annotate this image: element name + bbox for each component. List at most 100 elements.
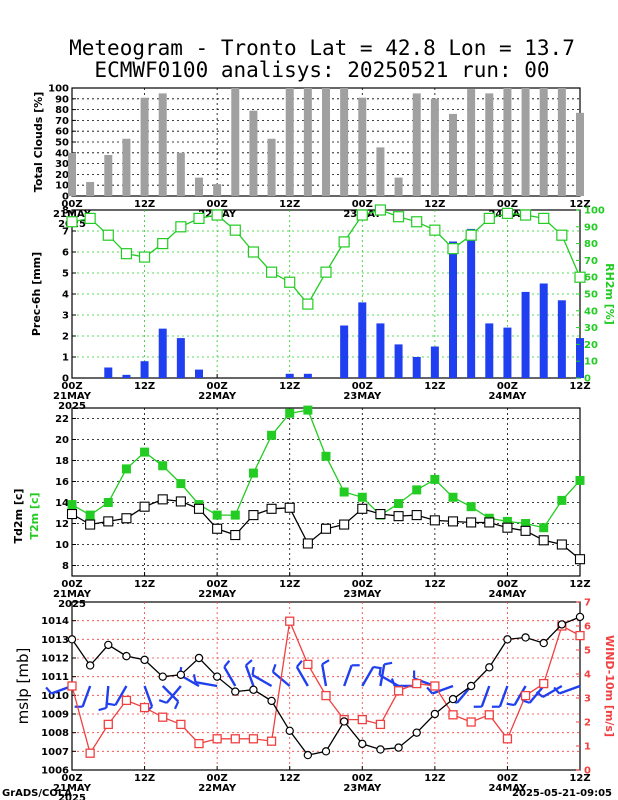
y-tick-label: 5 (62, 269, 69, 280)
wind-barb (74, 685, 92, 708)
panel-mslp: 00Z 12Z 00Z 12Z 00Z 12Z 00Z 12Z 21MAY 22MAY 23MAY 2… (14, 598, 616, 800)
wind-point (502, 734, 513, 744)
time-tick-label: 12Z (569, 381, 590, 392)
title-line2: ECMWF0100 analisys: 20250521 run: 00 (94, 58, 549, 82)
y2-tick-label: 80 (584, 239, 598, 250)
time-tick-label: 00Z (207, 773, 228, 784)
prec-bar (539, 283, 548, 378)
y-tick-label: 20 (55, 435, 69, 446)
cloud-bar (68, 152, 76, 196)
mslp-point (176, 670, 186, 680)
td2m-point (103, 516, 114, 527)
y2-tick-label: 90 (584, 222, 598, 233)
date-label: 22MAY (198, 391, 237, 402)
date-label: 24MAY (488, 783, 527, 794)
year-label: 2025 (58, 401, 86, 412)
td2m-point (429, 515, 440, 526)
y-tick-label: 1014 (41, 616, 69, 627)
y-tick-label: 1 (62, 353, 69, 364)
wind-barb-flag (98, 706, 107, 712)
rh-ylabel: RH2m [%] (603, 263, 616, 325)
rh-point (483, 212, 495, 224)
wind-barb-staff (244, 664, 255, 687)
mslp-point (122, 651, 131, 661)
time-tick-label: 00Z (497, 199, 518, 210)
wind-point (176, 719, 186, 730)
y-tick-label: 8 (62, 561, 69, 572)
time-tick-label: 12Z (569, 579, 590, 590)
mslp-point (430, 709, 440, 719)
wind-barb (192, 674, 218, 688)
date-label: 24MAY (488, 589, 527, 600)
date-label: 24MAY (488, 391, 527, 402)
rh-point (519, 209, 532, 221)
mslp-point (339, 717, 349, 726)
time-tick-label: 00Z (352, 773, 373, 784)
y2-tick-label: 5 (584, 646, 591, 657)
wind-barb-staff (378, 673, 400, 688)
rh-point (465, 229, 477, 241)
t2m-point (412, 485, 422, 495)
rh-point (574, 271, 586, 283)
t2m-point (267, 430, 277, 440)
cloud-bar (521, 88, 530, 196)
time-tick-label: 12Z (134, 579, 155, 590)
rh-point (356, 209, 368, 221)
cloud-bar (322, 88, 330, 196)
cloud-bar (140, 97, 149, 196)
y2-tick-label: 50 (584, 290, 598, 301)
wind-barb-staff (165, 685, 182, 704)
time-tick-label: 12Z (279, 381, 300, 392)
cloud-bar (376, 147, 385, 196)
footer-right: 2025-05-21-09:05 (512, 788, 612, 799)
prec-bar (576, 338, 584, 378)
wind-point (139, 702, 150, 713)
cloud-bar (104, 154, 113, 196)
wind-barb (295, 660, 309, 687)
td2m-point (248, 510, 259, 521)
wind-point (539, 678, 549, 689)
rh-point (175, 221, 187, 233)
cloud-bar (176, 152, 185, 196)
wind-point (67, 681, 77, 691)
prec-bar (104, 367, 113, 378)
wind-barb-staff (528, 685, 545, 704)
mslp-point (67, 635, 77, 644)
time-tick-label: 00Z (497, 579, 518, 590)
y-tick-label: 1012 (41, 654, 69, 665)
td2m-point (230, 529, 241, 541)
y2-tick-label: 30 (584, 323, 598, 334)
td2m-point (556, 539, 567, 550)
mslp-point (448, 694, 458, 704)
mslp-ylabel: mslp [mb] (14, 648, 32, 725)
y-tick-label: 90 (55, 94, 69, 105)
y-tick-label: 18 (55, 456, 69, 467)
time-tick-label: 00Z (497, 773, 518, 784)
y-tick-label: 1006 (41, 766, 69, 777)
time-tick-label: 12Z (134, 199, 155, 210)
y-tick-label: 12 (55, 519, 69, 530)
y-tick-label: 80 (55, 105, 69, 116)
rh-point (265, 266, 278, 278)
time-tick-label: 00Z (61, 579, 82, 590)
t2m-point (158, 461, 168, 471)
y2-tick-label: 40 (584, 306, 598, 317)
wind-point (412, 678, 422, 689)
y-tick-label: 70 (55, 116, 69, 127)
td2m-point (320, 523, 332, 534)
wind-barb-flag (45, 686, 53, 695)
wind-barb (107, 685, 128, 707)
rh-point (320, 266, 332, 278)
date-label: 21MAY (53, 391, 92, 402)
t2m-point (303, 405, 313, 415)
td2m-point (466, 517, 477, 528)
wind-barb-flag (378, 666, 382, 676)
wind-barb-staff (542, 684, 563, 699)
time-tick-label: 00Z (497, 381, 518, 392)
wind-barb-staff (295, 666, 309, 687)
td2m-point (574, 554, 586, 565)
date-label: 22MAY (198, 589, 237, 600)
prec-bar (449, 241, 457, 378)
cloud-bar (303, 88, 312, 196)
